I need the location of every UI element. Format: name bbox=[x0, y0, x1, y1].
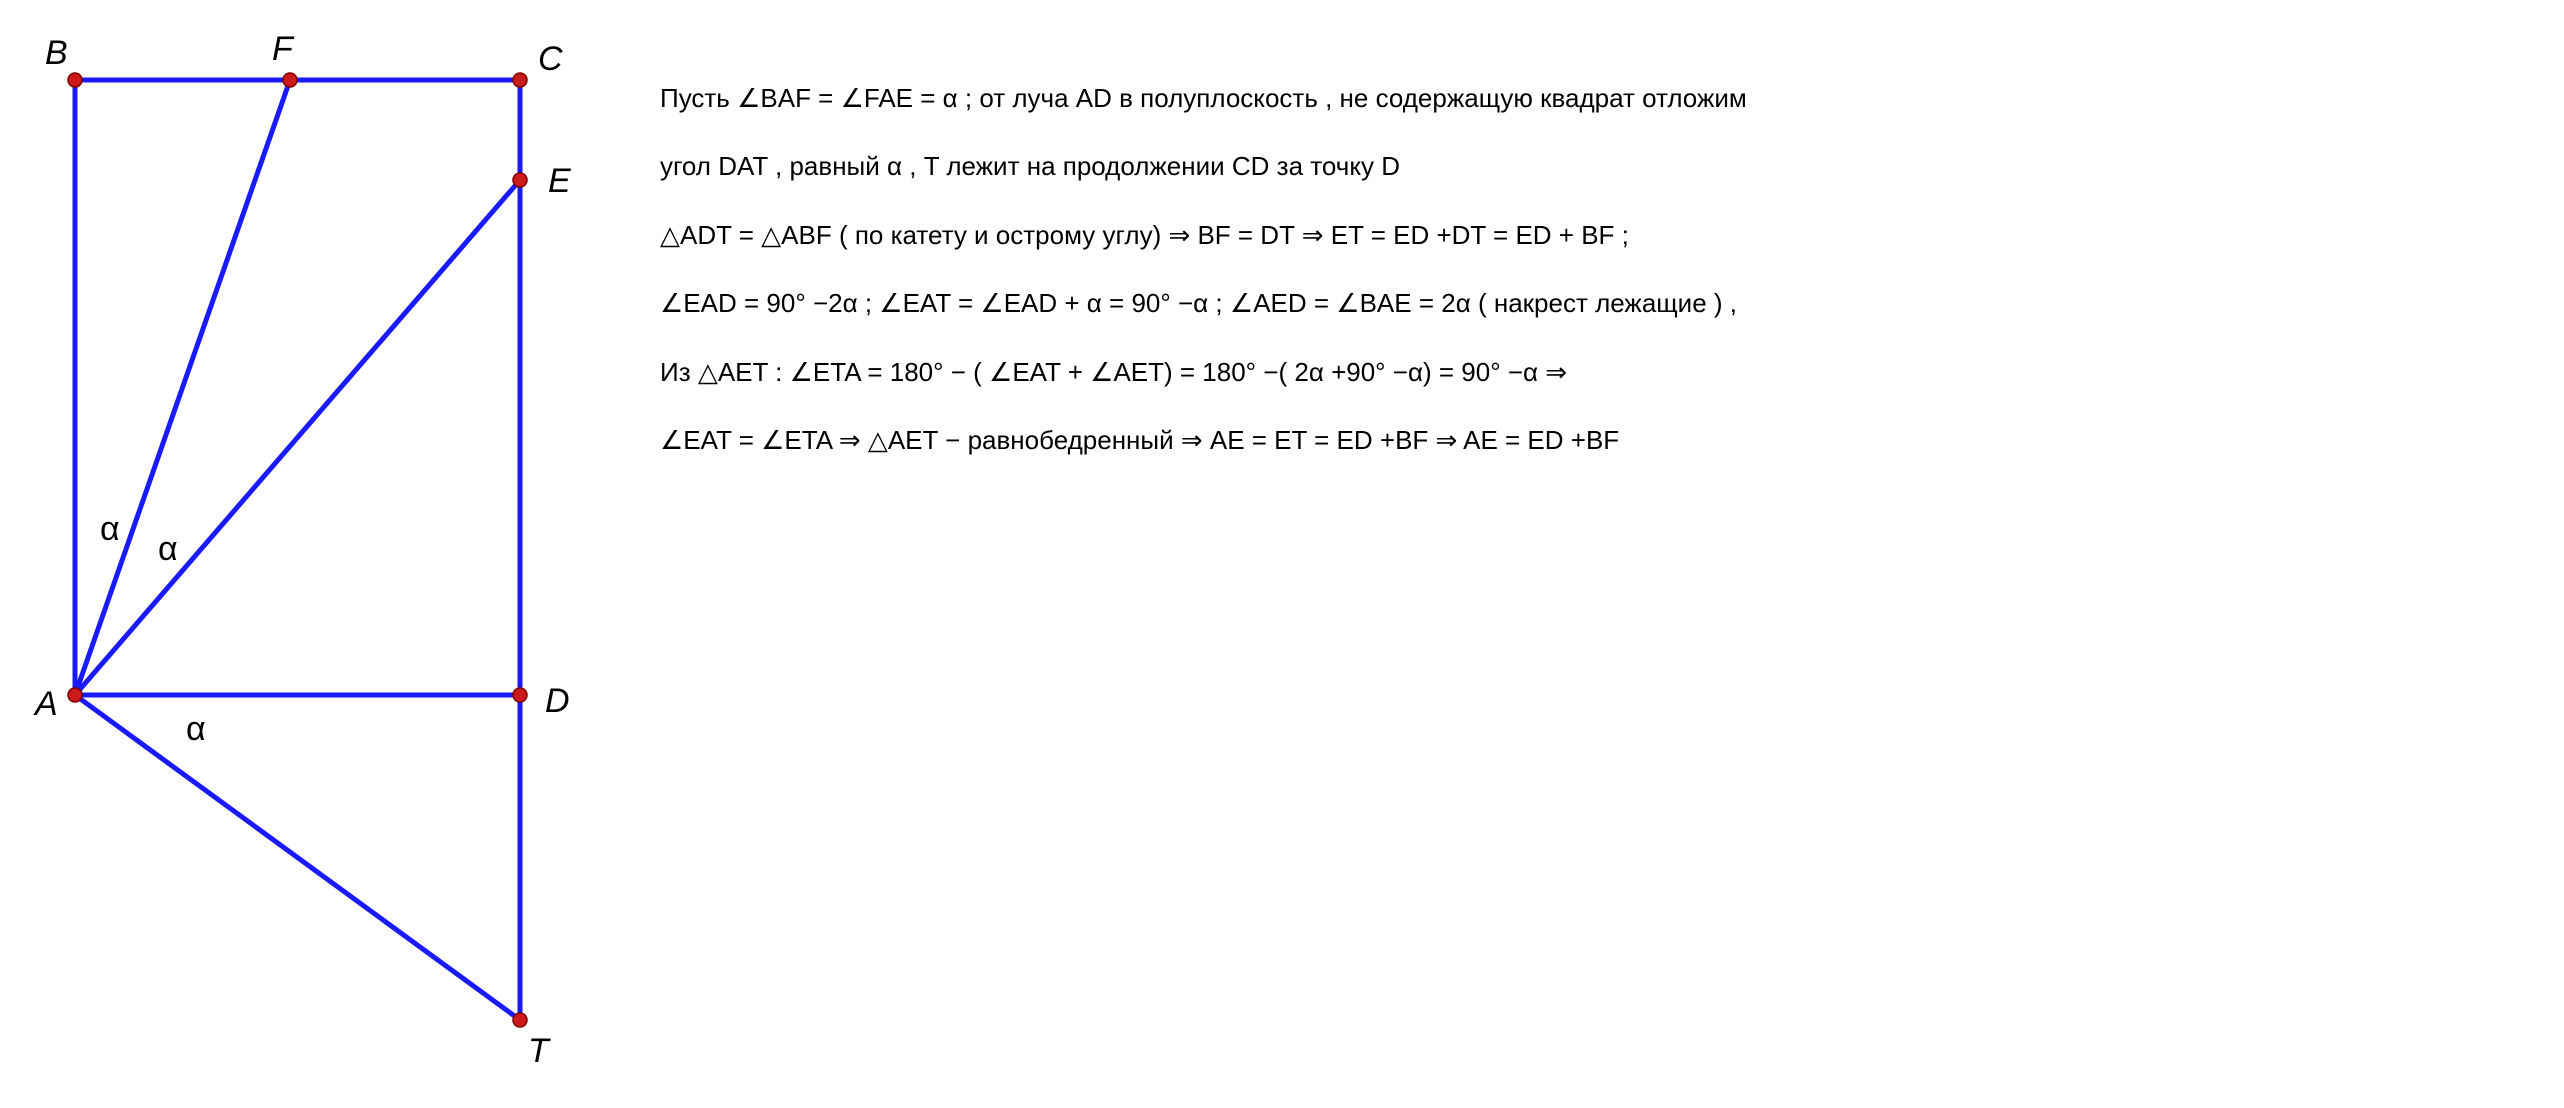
proof-text-block: Пусть ∠BAF = ∠FAE = α ; от луча AD в пол… bbox=[620, 0, 2564, 1108]
angle-label-2: α bbox=[186, 710, 206, 748]
diagram-svg: ABCDEFTααα bbox=[0, 0, 620, 1108]
segment-AE bbox=[75, 180, 520, 695]
point-E bbox=[513, 173, 527, 187]
point-B bbox=[68, 73, 82, 87]
page: ABCDEFTααα Пусть ∠BAF = ∠FAE = α ; от лу… bbox=[0, 0, 2564, 1108]
label-D: D bbox=[545, 682, 570, 720]
segment-AF bbox=[75, 80, 290, 695]
angle-label-1: α bbox=[158, 530, 178, 568]
proof-line: ∠EAT = ∠ETA ⇒ △AET − равнобедренный ⇒ AE… bbox=[660, 422, 2504, 458]
proof-line: △ADT = △ABF ( по катету и острому углу) … bbox=[660, 217, 2504, 253]
geometry-diagram: ABCDEFTααα bbox=[0, 0, 620, 1108]
label-T: T bbox=[528, 1032, 551, 1070]
segment-AT bbox=[75, 695, 520, 1020]
point-A bbox=[68, 688, 82, 702]
point-D bbox=[513, 688, 527, 702]
label-F: F bbox=[272, 30, 295, 68]
point-C bbox=[513, 73, 527, 87]
proof-line: угол DAT , равный α , T лежит на продолж… bbox=[660, 148, 2504, 184]
label-E: E bbox=[548, 162, 571, 200]
label-C: C bbox=[538, 40, 563, 78]
proof-line: Из △AET : ∠ETA = 180° − ( ∠EAT + ∠AET) =… bbox=[660, 354, 2504, 390]
proof-line: ∠EAD = 90° −2α ; ∠EAT = ∠EAD + α = 90° −… bbox=[660, 285, 2504, 321]
label-A: A bbox=[33, 685, 58, 723]
label-B: B bbox=[45, 34, 68, 72]
proof-line: Пусть ∠BAF = ∠FAE = α ; от луча AD в пол… bbox=[660, 80, 2504, 116]
angle-label-0: α bbox=[100, 510, 120, 548]
point-T bbox=[513, 1013, 527, 1027]
point-F bbox=[283, 73, 297, 87]
